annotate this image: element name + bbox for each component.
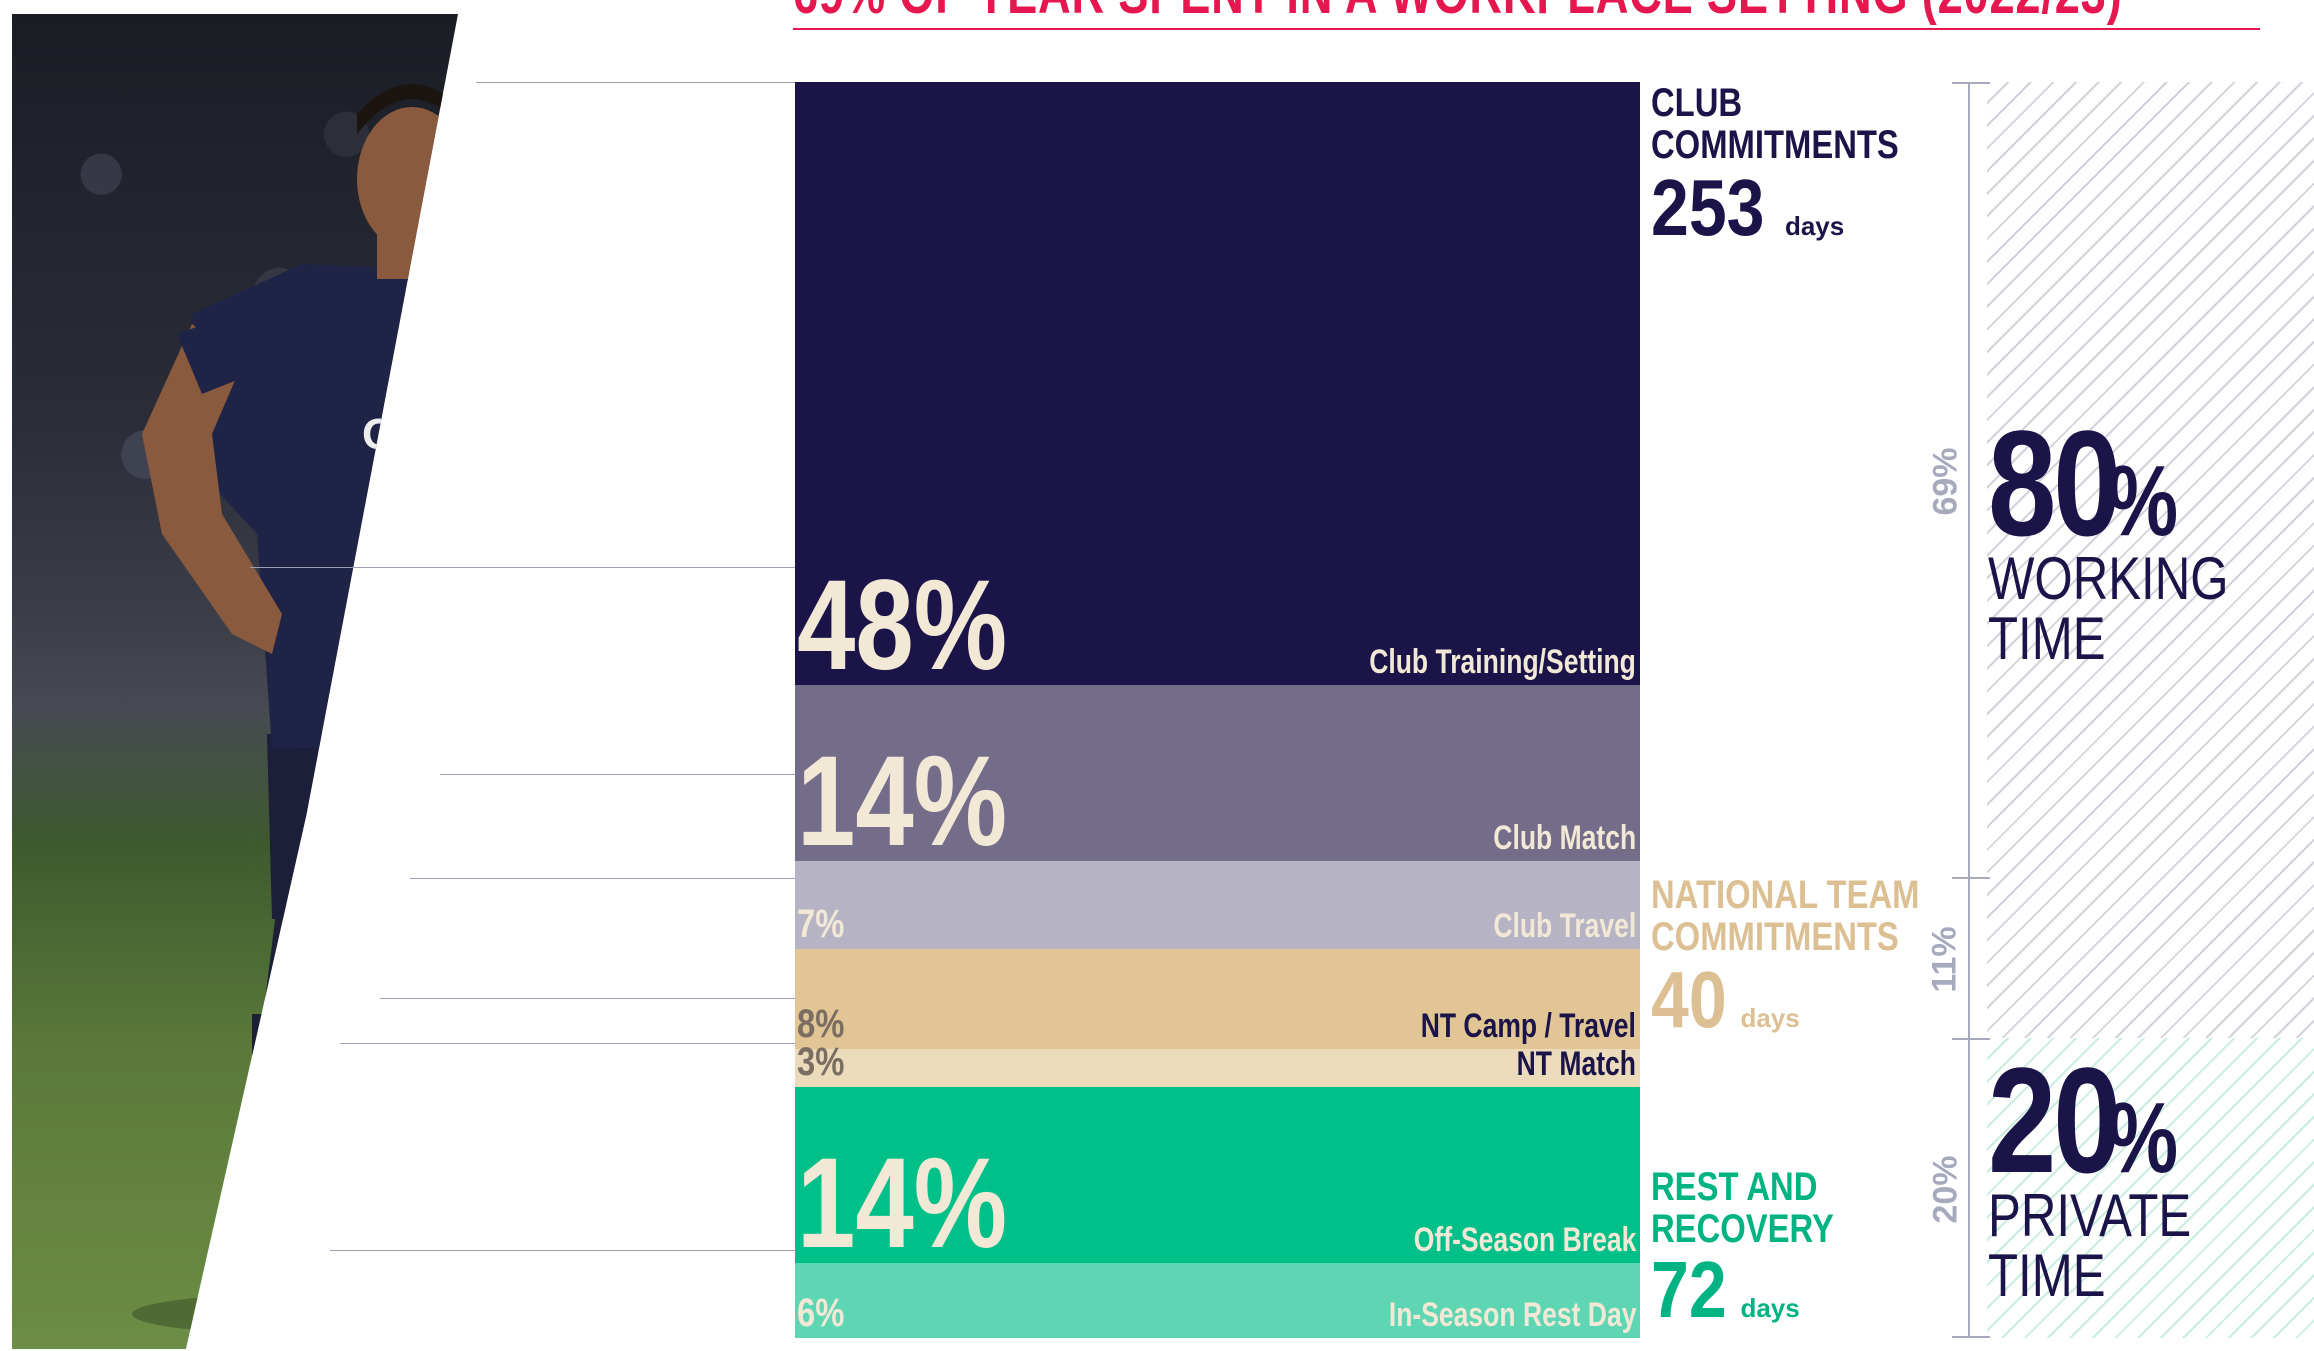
headline-rule (793, 28, 2260, 30)
group-rest: REST AND RECOVERY 72 days (1651, 1166, 1874, 1330)
group-rest-unit: days (1740, 1293, 1800, 1323)
leader-line (440, 774, 795, 775)
segment-percent-label: 7% (797, 902, 845, 946)
working-time-label-1: WORKING (1988, 545, 2229, 612)
player-photo: 5 QATAR AIRWAY (12, 14, 458, 1349)
group-rest-days: 72 (1651, 1245, 1727, 1334)
group-club-title-1: CLUB (1651, 81, 1743, 125)
bracket-line (1968, 82, 1970, 1338)
group-national-team: NATIONAL TEAM COMMITMENTS 40 days (1651, 874, 1978, 1040)
svg-text:QATAR: QATAR (362, 410, 458, 459)
group-club-title-2: COMMITMENTS (1651, 123, 1899, 167)
group-club-unit: days (1784, 211, 1845, 241)
segment-category-label: NT Camp / Travel (1420, 1007, 1636, 1045)
group-rest-title-1: REST AND (1651, 1165, 1818, 1209)
leader-line (330, 1250, 795, 1251)
bracket-tick (1952, 1336, 1990, 1338)
bracket-label-national-team: 11% (1925, 926, 1964, 993)
working-time-hatch (1987, 82, 2314, 1038)
bar-segment: 6% In-Season Rest Day (795, 1263, 1640, 1338)
working-time-summary: 80% WORKING TIME (1988, 408, 2281, 669)
bracket-label-club: 69% (1926, 447, 1965, 516)
leader-line (340, 1043, 795, 1044)
working-time-label-2: TIME (1988, 605, 2106, 672)
chart-headline: 69% OF YEAR SPENT IN A WORKPLACE SETTING… (793, 0, 2122, 26)
private-time-pct-symbol: % (2106, 1082, 2178, 1194)
segment-percent-label: 14% (797, 1132, 1008, 1275)
group-nt-days: 40 (1651, 955, 1727, 1044)
segment-percent-label: 48% (797, 554, 1008, 697)
leader-line (250, 567, 795, 568)
private-time-label-1: PRIVATE (1988, 1182, 2192, 1249)
private-time-hatch (1987, 1038, 2314, 1338)
bracket-tick (1952, 1038, 1990, 1040)
working-time-pct-symbol: % (2106, 445, 2178, 557)
leader-line (476, 82, 795, 83)
leader-line (410, 878, 795, 879)
segment-category-label: NT Match (1516, 1045, 1636, 1083)
private-time-label-2: TIME (1988, 1242, 2106, 1309)
svg-text:AIRWAY: AIRWAY (397, 460, 458, 490)
bar-segment: 3% NT Match (795, 1040, 1640, 1087)
group-rest-title-2: RECOVERY (1651, 1207, 1834, 1251)
group-club: CLUB COMMITMENTS 253 days (1651, 82, 1953, 248)
svg-text:5: 5 (307, 776, 346, 854)
bar-segment: 8% NT Camp / Travel (795, 949, 1640, 1049)
group-nt-title-1: NATIONAL TEAM (1651, 873, 1920, 917)
segment-percent-label: 14% (797, 730, 1008, 873)
bar-segment: 48% Club Training/Setting (795, 82, 1640, 697)
stacked-bar: 48% Club Training/Setting 14% Club Match 7% C… (795, 82, 1640, 1338)
bar-segment: 14% Off-Season Break (795, 1087, 1640, 1275)
segment-percent-label: 3% (797, 1040, 845, 1084)
working-time-pct: 80 (1988, 399, 2122, 567)
group-club-days: 253 (1651, 163, 1765, 252)
segment-percent-label: 6% (797, 1291, 845, 1335)
group-nt-title-2: COMMITMENTS (1651, 915, 1899, 959)
segment-percent-label: 8% (797, 1002, 845, 1046)
segment-category-label: Off-Season Break (1413, 1221, 1636, 1259)
leader-line (380, 998, 795, 999)
bar-segment: 14% Club Match (795, 685, 1640, 873)
private-time-pct: 20 (1988, 1036, 2122, 1204)
segment-category-label: Club Match (1493, 819, 1636, 857)
segment-category-label: Club Training/Setting (1369, 643, 1636, 681)
private-time-summary: 20% PRIVATE TIME (1988, 1045, 2236, 1306)
segment-category-label: In-Season Rest Day (1388, 1296, 1636, 1334)
bracket-tick (1952, 877, 1990, 879)
bracket-tick (1952, 82, 1990, 84)
bar-segment: 7% Club Travel (795, 861, 1640, 949)
group-nt-unit: days (1740, 1003, 1800, 1033)
segment-category-label: Club Travel (1493, 907, 1636, 945)
player-figure: 5 QATAR AIRWAY (132, 84, 458, 1334)
bracket-label-rest: 20% (1926, 1155, 1965, 1224)
